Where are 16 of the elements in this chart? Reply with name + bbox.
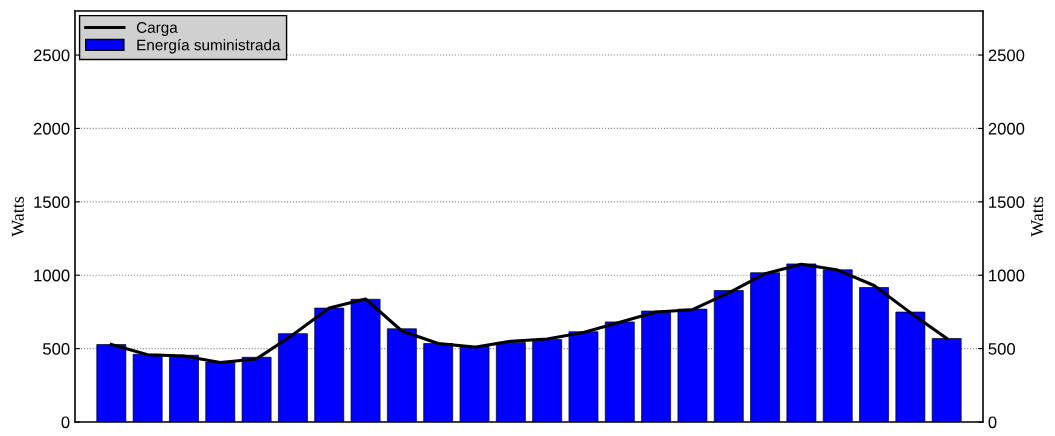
y2-tick-label: 500 [988, 343, 1016, 355]
y-tick-label: 2500 [33, 49, 70, 62]
y-tick-label: 500 [43, 343, 70, 355]
y-tick-label: 0 [61, 416, 70, 429]
y2-tick-label: 2000 [988, 122, 1025, 135]
legend-label: Carga [136, 22, 178, 36]
y2-tick-label: 2500 [988, 49, 1025, 62]
y-tick-label: 2000 [33, 122, 70, 135]
y2-tick-label: 1500 [989, 196, 1025, 209]
y-tick-label: 1500 [34, 196, 70, 209]
y-tick-label: 1000 [34, 269, 70, 282]
y2-tick-label: 1000 [989, 269, 1025, 282]
y2-tick-label: 0 [988, 416, 997, 429]
y-axis-title: Watts [11, 196, 24, 237]
y2-axis-title: Watts [1031, 196, 1044, 237]
legend-label: Energía suministrada [137, 38, 281, 54]
